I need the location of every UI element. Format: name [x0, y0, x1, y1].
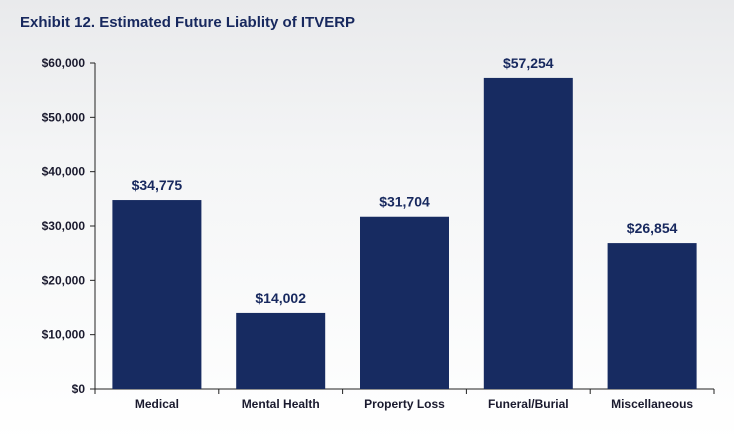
- y-tick-label: $0: [72, 382, 86, 396]
- x-category-label: Mental Health: [242, 397, 320, 411]
- bar-value-label: $57,254: [503, 55, 554, 71]
- x-category-label: Funeral/Burial: [488, 397, 569, 411]
- y-tick-label: $60,000: [42, 56, 86, 70]
- bar: [607, 243, 697, 389]
- data-labels: $34,775 $14,002 $31,704 $57,254 $26,854: [132, 55, 678, 306]
- bar-value-label: $31,704: [379, 194, 430, 210]
- bar: [112, 200, 202, 389]
- x-category-label: Miscellaneous: [611, 397, 693, 411]
- bar-value-label: $14,002: [255, 290, 306, 306]
- chart-title: Exhibit 12. Estimated Future Liablity of…: [20, 14, 356, 31]
- bar: [483, 77, 573, 390]
- y-tick-label: $20,000: [42, 273, 86, 287]
- y-tick-label: $30,000: [42, 219, 86, 233]
- bars: [112, 77, 697, 390]
- y-tick-label: $50,000: [42, 110, 86, 124]
- y-tick-label: $40,000: [42, 165, 86, 179]
- bar-value-label: $26,854: [627, 220, 678, 236]
- bar: [236, 312, 326, 389]
- y-axis: $0 $10,000 $20,000 $30,000 $40,000 $50,000 $60…: [42, 56, 96, 396]
- bar-value-label: $34,775: [132, 177, 183, 193]
- x-axis: Medical Mental Health Property Loss Funeral…: [94, 388, 715, 411]
- x-category-label: Medical: [135, 397, 179, 411]
- x-category-label: Property Loss: [364, 397, 445, 411]
- y-tick-label: $10,000: [42, 328, 86, 342]
- bar: [360, 216, 449, 389]
